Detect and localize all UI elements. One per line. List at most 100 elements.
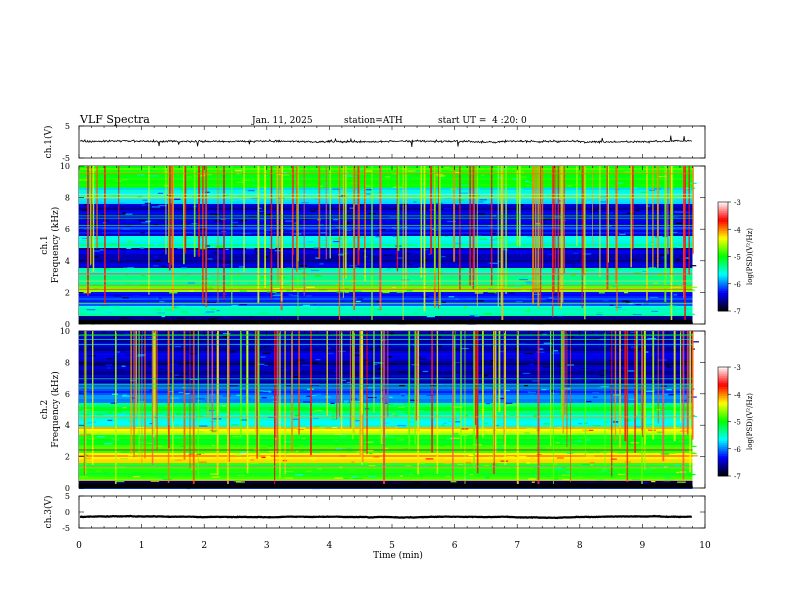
- spectrogram-speckle: [221, 262, 231, 264]
- spectrogram-speckle: [106, 179, 111, 182]
- spectrogram-speckle: [667, 219, 673, 222]
- spectrogram-speckle: [250, 462, 259, 464]
- spectrogram-speckle: [435, 202, 444, 205]
- spectrogram-row: [79, 419, 693, 421]
- spectrogram-speckle: [406, 421, 416, 423]
- spectrogram-speckle: [126, 241, 134, 243]
- spectrogram-speckle: [94, 256, 99, 258]
- spectrogram-speckle: [654, 236, 659, 238]
- spectrogram-speckle: [231, 256, 240, 259]
- spectrogram-speckle: [562, 479, 570, 481]
- spectrogram-row: [79, 471, 693, 473]
- spectrogram-speckle: [578, 456, 586, 459]
- spectrogram-speckle: [274, 298, 280, 300]
- spectrogram-speckle: [99, 249, 104, 251]
- spectrogram-row: [79, 353, 693, 355]
- spectrogram-row: [79, 431, 693, 433]
- spectrogram-line: [79, 273, 693, 275]
- spectrogram-streak: [692, 166, 694, 254]
- spectrogram-speckle: [517, 409, 524, 411]
- spectrogram-speckle: [610, 476, 616, 478]
- spectrogram-speckle: [526, 359, 533, 361]
- spectrogram-speckle: [116, 466, 126, 468]
- spectrogram-streak: [679, 331, 682, 423]
- spectrogram-speckle: [279, 469, 289, 471]
- spectrogram-speckle: [437, 175, 446, 177]
- spectrogram-speckle: [497, 260, 501, 263]
- spectrogram-speckle: [339, 455, 346, 457]
- spectrogram-speckle: [600, 237, 608, 240]
- spectrogram-speckle: [454, 182, 459, 185]
- spectrogram-speckle: [171, 307, 180, 309]
- spectrogram-speckle: [293, 376, 301, 378]
- spectrogram-row: [79, 445, 693, 447]
- spectrogram-speckle: [688, 313, 695, 315]
- spectrogram-speckle: [176, 376, 185, 378]
- ch1-spectrogram-ylabel: ch.1Frequency (kHz): [40, 207, 61, 284]
- spectrogram-row: [79, 296, 693, 298]
- spectrogram-speckle: [676, 471, 680, 474]
- spectrogram-speckle: [320, 268, 324, 270]
- spectrogram-streak: [656, 166, 659, 268]
- spectrogram-speckle: [258, 207, 262, 209]
- x-tick-label: 7: [514, 541, 520, 551]
- spectrogram-speckle: [153, 243, 158, 246]
- colorbar-segment: [718, 251, 728, 254]
- spectrogram-row: [79, 391, 693, 393]
- spectrogram-row: [79, 403, 693, 405]
- spectrogram-speckle: [327, 258, 337, 260]
- spectrogram-speckle: [340, 435, 347, 437]
- spectrogram-speckle: [340, 252, 349, 255]
- spectrogram-speckle: [670, 216, 679, 218]
- spectrogram-speckle: [648, 267, 657, 269]
- spectrogram-speckle: [320, 367, 326, 369]
- spectrogram-speckle: [398, 426, 407, 428]
- spectrogram-speckle: [263, 346, 270, 348]
- spectrogram-speckle: [178, 391, 184, 393]
- spectrogram-speckle: [223, 234, 228, 236]
- spectrogram-speckle: [557, 365, 564, 367]
- spectrogram-speckle: [584, 270, 589, 272]
- spectrogram-speckle: [212, 431, 217, 433]
- spectrogram-speckle: [172, 265, 178, 267]
- spectrogram-speckle: [508, 292, 515, 295]
- spectrogram-speckle: [361, 252, 367, 254]
- spectrogram-speckle: [629, 258, 636, 261]
- x-tick-label: 10: [699, 541, 711, 551]
- spectrogram-streak: [494, 331, 497, 453]
- y-tick-label: 5: [65, 492, 70, 501]
- spectrogram-speckle: [585, 448, 591, 450]
- spectrogram-streak: [566, 331, 568, 448]
- colorbar-segment: [718, 425, 728, 428]
- spectrogram-streak: [430, 166, 433, 255]
- spectrogram-streak: [227, 331, 229, 488]
- spectrogram-speckle: [419, 184, 425, 186]
- spectrogram-speckle: [103, 472, 109, 474]
- colorbar-segment: [718, 403, 728, 406]
- x-tick-label: 5: [389, 541, 395, 551]
- spectrogram-speckle: [177, 317, 185, 319]
- spectrogram-speckle: [368, 465, 376, 467]
- spectrogram-speckle: [306, 395, 311, 397]
- spectrogram-streak: [667, 166, 669, 255]
- spectrogram-speckle: [210, 473, 217, 475]
- spectrogram-speckle: [139, 316, 146, 318]
- spectrogram-speckle: [529, 394, 533, 397]
- spectrogram-speckle: [149, 175, 159, 177]
- spectrogram-speckle: [101, 213, 105, 215]
- spectrogram-speckle: [375, 305, 383, 308]
- spectrogram-speckle: [455, 424, 461, 426]
- spectrogram-speckle: [605, 351, 612, 353]
- spectrogram-row: [79, 381, 693, 383]
- spectrogram-streak: [364, 166, 366, 250]
- spectrogram-speckle: [221, 263, 230, 266]
- x-tick-label: 4: [327, 541, 333, 551]
- spectrogram-streak: [280, 166, 283, 302]
- colorbar-segment: [718, 397, 728, 401]
- spectrogram-speckle: [463, 248, 470, 250]
- spectrogram-speckle: [141, 204, 150, 206]
- spectrogram-streak: [474, 331, 477, 425]
- spectrogram-speckle: [408, 263, 413, 265]
- colorbar-segment: [718, 294, 728, 297]
- spectrogram-speckle: [386, 427, 396, 429]
